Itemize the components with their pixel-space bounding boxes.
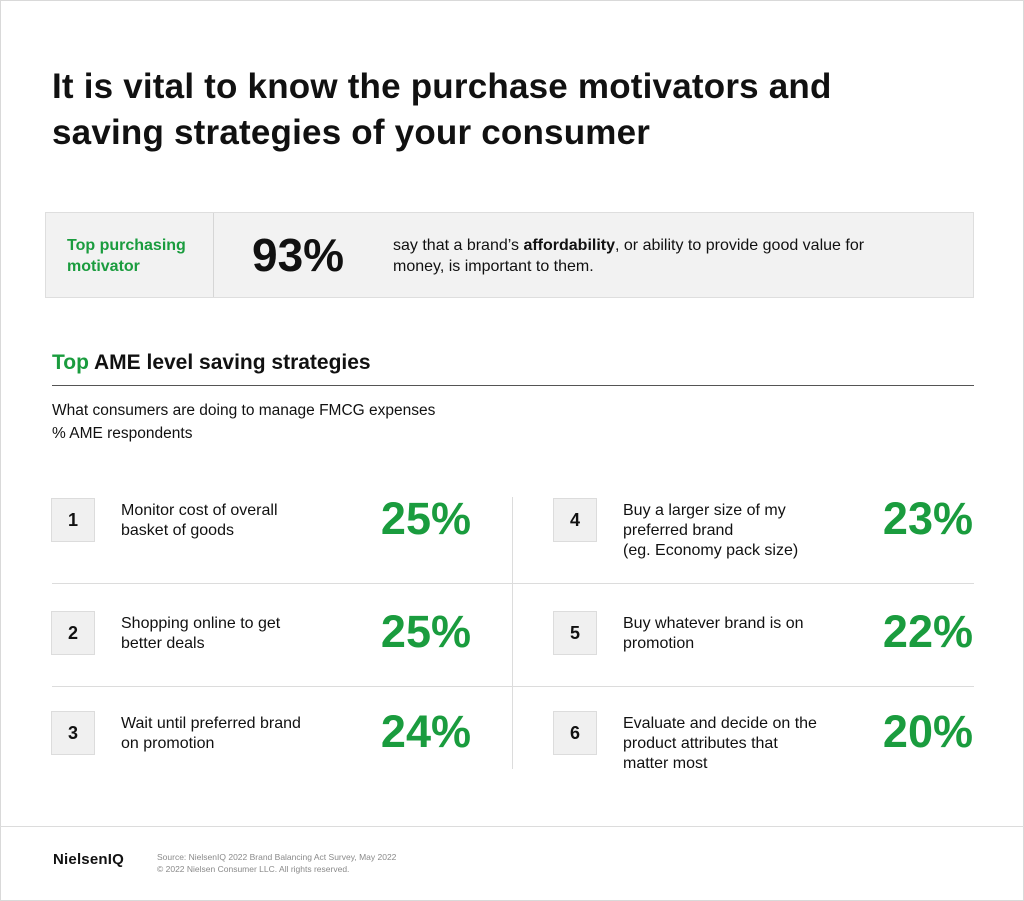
strategy-percentage: 22% [882,606,973,657]
row-divider-right-1 [512,583,974,584]
strategy-item-6: 6 Evaluate and decide on the product att… [553,707,973,791]
strategy-text-line-3: matter most [623,755,708,772]
strategy-number: 2 [51,611,95,655]
motivator-desc-pre: say that a brand’s [393,237,524,254]
strategy-percentage: 25% [380,493,471,544]
motivator-desc-post: , or ability to provide good value for m… [393,237,865,275]
strategy-text: Monitor cost of overall basket of goods [121,501,331,541]
strategy-text: Buy whatever brand is on promotion [623,614,833,654]
page-title: It is vital to know the purchase motivat… [52,64,982,156]
top-motivator-panel: Top purchasing motivator 93% say that a … [45,212,974,298]
strategy-percentage: 23% [882,493,973,544]
column-divider [512,497,513,769]
brand-logo: NielsenIQ [53,851,124,868]
motivator-label: Top purchasing motivator [67,235,217,277]
motivator-label-line-2: motivator [67,258,140,275]
strategy-number: 5 [553,611,597,655]
strategy-text-line-1: Shopping online to get [121,615,281,632]
strategy-text: Shopping online to get better deals [121,614,331,654]
section-divider [52,385,974,386]
motivator-label-line-1: Top purchasing [67,237,186,254]
strategy-text-line-3: (eg. Economy pack size) [623,542,799,559]
motivator-description: say that a brand’s affordability, or abi… [393,235,913,277]
title-line-2: saving strategies of your consumer [52,113,651,152]
strategy-text: Buy a larger size of my preferred brand … [623,501,833,561]
title-line-1: It is vital to know the purchase motivat… [52,67,832,106]
strategy-text-line-2: on promotion [121,735,215,752]
subtitle-line-2: % AME respondents [52,425,193,442]
row-divider-left-2 [52,686,512,687]
subtitle-line-1: What consumers are doing to manage FMCG … [52,402,436,419]
strategy-percentage: 25% [380,606,471,657]
strategy-number: 4 [553,498,597,542]
strategy-number: 1 [51,498,95,542]
section-title: Top AME level saving strategies [52,350,371,376]
strategy-text: Wait until preferred brand on promotion [121,714,331,754]
strategy-text-line-2: preferred brand [623,522,734,539]
strategy-text-line-2: product attributes that [623,735,778,752]
strategy-text: Evaluate and decide on the product attri… [623,714,833,774]
section-title-accent: Top [52,351,89,374]
footer-divider [0,826,1024,827]
strategy-percentage: 24% [380,706,471,757]
strategy-text-line-2: promotion [623,635,695,652]
strategy-text-line-1: Evaluate and decide on the [623,715,817,732]
strategy-text-line-1: Monitor cost of overall [121,502,278,519]
row-divider-left-1 [52,583,512,584]
strategy-item-3: 3 Wait until preferred brand on promotio… [51,707,471,791]
source-note: Source: NielsenIQ 2022 Brand Balancing A… [157,851,396,875]
strategy-item-4: 4 Buy a larger size of my preferred bran… [553,494,973,578]
strategy-item-2: 2 Shopping online to get better deals 25… [51,607,471,691]
strategy-text-line-1: Wait until preferred brand [121,715,301,732]
strategy-number: 3 [51,711,95,755]
source-line-1: Source: NielsenIQ 2022 Brand Balancing A… [157,852,397,862]
strategy-item-1: 1 Monitor cost of overall basket of good… [51,494,471,578]
strategy-number: 6 [553,711,597,755]
strategy-text-line-2: better deals [121,635,205,652]
section-subtitle: What consumers are doing to manage FMCG … [52,399,435,445]
strategy-percentage: 20% [882,706,973,757]
strategy-text-line-1: Buy a larger size of my [623,502,786,519]
strategy-item-5: 5 Buy whatever brand is on promotion 22% [553,607,973,691]
row-divider-right-2 [512,686,974,687]
section-title-rest: AME level saving strategies [88,351,371,374]
strategy-text-line-2: basket of goods [121,522,234,539]
motivator-divider [213,213,214,297]
motivator-desc-bold: affordability [523,237,616,254]
motivator-percentage: 93% [252,229,345,281]
strategy-text-line-1: Buy whatever brand is on [623,615,804,632]
copyright-line: © 2022 Nielsen Consumer LLC. All rights … [157,864,350,874]
